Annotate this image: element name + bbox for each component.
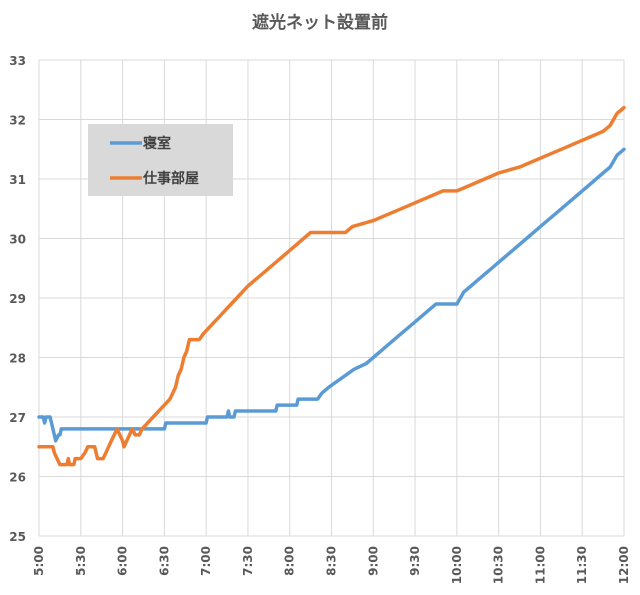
chart-title: 遮光ネット設置前 (252, 13, 388, 33)
y-tick-label: 28 (9, 352, 26, 366)
x-tick-label: 6:30 (157, 546, 171, 576)
series-line-1 (37, 147, 626, 443)
y-tick-label: 29 (9, 292, 26, 306)
series-lines (37, 105, 626, 467)
y-tick-label: 25 (9, 530, 26, 544)
x-tick-label: 8:00 (283, 546, 297, 576)
y-tick-label: 30 (9, 233, 26, 247)
x-tick-label: 9:30 (408, 546, 422, 576)
x-tick-label: 6:00 (116, 546, 130, 576)
y-tick-label: 27 (9, 411, 26, 425)
y-tick-label: 26 (9, 471, 26, 485)
x-tick-label: 5:00 (32, 546, 46, 576)
x-tick-label: 5:30 (74, 546, 88, 576)
x-tick-label: 7:00 (199, 546, 213, 576)
series-line-2 (37, 105, 626, 467)
x-tick-label: 12:00 (617, 546, 631, 584)
x-tick-label: 11:00 (533, 546, 547, 584)
x-tick-label: 8:30 (325, 546, 339, 576)
x-tick-label: 11:30 (575, 546, 589, 584)
y-tick-label: 32 (9, 114, 26, 128)
x-tick-label: 7:30 (241, 546, 255, 576)
y-tick-label: 31 (9, 173, 26, 187)
x-tick-label: 10:30 (492, 546, 506, 584)
y-tick-label: 33 (9, 54, 26, 68)
x-tick-label: 9:00 (366, 546, 380, 576)
x-tick-label: 10:00 (450, 546, 464, 584)
legend-label-2: 仕事部屋 (142, 170, 199, 187)
legend-label-1: 寝室 (143, 135, 171, 152)
legend-box (88, 124, 233, 196)
axes: 25 26 27 28 29 30 31 32 33 5:00 5:30 6:00 6:30 7:00 7:… (9, 54, 631, 584)
